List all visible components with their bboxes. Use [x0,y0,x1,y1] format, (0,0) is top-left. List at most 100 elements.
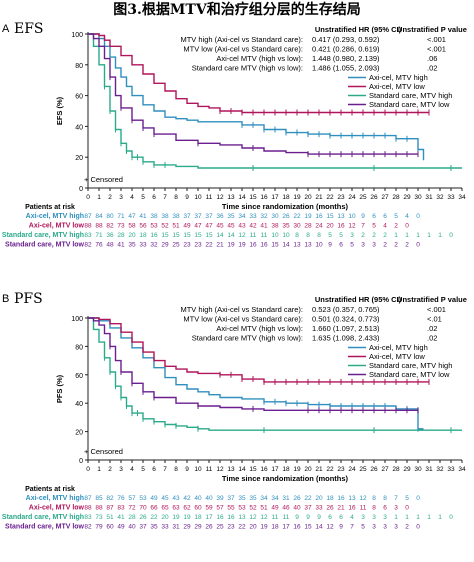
x-tick-label: 20 [304,466,312,473]
x-tick-label: 34 [458,194,466,201]
x-tick-label: 27 [381,466,389,473]
at-risk-count: 22 [205,242,213,249]
at-risk-count: 62 [183,505,191,512]
at-risk-count: 26 [293,495,301,502]
at-risk-count: 82 [106,495,114,502]
x-tick-label: 23 [337,194,345,201]
at-risk-count: 11 [360,505,367,512]
legend-label: Standard care, MTV high [369,361,452,370]
at-risk-count: 0 [416,242,420,249]
x-tick-label: 34 [458,466,466,473]
at-risk-count: 83 [84,514,92,521]
panel-label: A [2,23,10,35]
x-tick-label: 9 [185,194,189,201]
x-tick-label: 28 [392,194,400,201]
p-header: Unstratified P value [397,25,467,34]
at-risk-count: 47 [128,213,136,220]
at-risk-count: 48 [106,242,114,249]
at-risk-count: 5 [405,495,409,502]
at-risk-count: 5 [361,524,365,531]
legend-label: Standard care, MTV low [369,370,450,379]
at-risk-count: 71 [95,232,103,239]
at-risk-count: 18 [139,232,147,239]
at-risk-label: Axi-cel, MTV low [29,505,85,512]
x-tick-label: 15 [249,194,257,201]
at-risk-count: 53 [150,223,158,230]
x-axis-label: Time since randomization (months) [222,202,349,211]
at-risk-count: 82 [84,524,92,531]
at-risk-count: 5 [350,242,354,249]
at-risk-count: 8 [306,232,310,239]
at-risk-count: 20 [128,232,136,239]
at-risk-count: 85 [95,495,103,502]
at-risk-count: 82 [106,223,114,230]
x-tick-label: 5 [141,194,145,201]
at-risk-count: 35 [238,495,246,502]
x-tick-label: 22 [326,466,334,473]
at-risk-count: 16 [150,232,158,239]
x-tick-label: 13 [227,194,235,201]
at-risk-count: 45 [216,223,224,230]
x-axis-label: Time since randomization (months) [222,474,349,483]
at-risk-count: 45 [227,223,235,230]
x-tick-label: 33 [447,194,455,201]
at-risk-count: 26 [326,505,334,512]
x-tick-label: 17 [271,466,279,473]
at-risk-count: 72 [128,505,136,512]
at-risk-count: 22 [238,524,246,531]
at-risk-count: 12 [249,514,257,521]
x-tick-label: 21 [315,466,323,473]
x-tick-label: 2 [108,194,112,201]
at-risk-count: 7 [350,524,354,531]
x-tick-label: 24 [348,194,356,201]
x-tick-label: 32 [436,466,444,473]
hr-value: 0.421 (0.286, 0.619) [312,45,380,54]
p-value: <.001 [427,35,446,44]
at-risk-count: 16 [337,223,345,230]
x-tick-label: 12 [216,466,224,473]
at-risk-count: 7 [394,495,398,502]
at-risk-count: 16 [249,242,257,249]
at-risk-count: 33 [161,524,169,531]
at-risk-count: 47 [194,223,202,230]
x-tick-label: 11 [206,194,213,201]
hr-row-label: MTV low (Axi-cel vs Standard care): [183,45,303,54]
at-risk-count: 26 [282,213,290,220]
at-risk-count: 0 [416,495,420,502]
hr-row-label: MTV low (Axi-cel vs Standard care): [183,315,303,324]
at-risk-count: 1 [405,514,409,521]
x-tick-label: 8 [174,194,178,201]
hr-row-label: Standard care MTV (high vs low): [192,334,303,343]
at-risk-count: 40 [293,505,301,512]
at-risk-count: 15 [183,232,191,239]
y-axis-label: EFS (%) [55,96,64,125]
at-risk-count: 22 [150,514,158,521]
at-risk-count: 65 [161,505,169,512]
at-risk-count: 9 [328,242,332,249]
at-risk-count: 1 [427,514,431,521]
at-risk-count: 8 [372,505,376,512]
at-risk-count: 19 [183,514,191,521]
x-tick-label: 10 [194,194,202,201]
at-risk-count: 21 [337,505,345,512]
at-risk-count: 18 [271,524,279,531]
at-risk-count: 15 [304,524,312,531]
at-risk-count: 40 [128,524,136,531]
p-value: <.01 [427,315,442,324]
at-risk-count: 16 [348,505,356,512]
x-tick-label: 0 [86,194,90,201]
hr-value: 1.448 (0.980, 2.139) [312,54,380,63]
at-risk-count: 9 [306,514,310,521]
hr-header: Unstratified HR (95% CI) [315,25,402,34]
x-tick-label: 31 [425,466,433,473]
x-tick-label: 14 [238,194,246,201]
hr-value: 0.417 (0.293, 0.592) [312,35,380,44]
x-tick-label: 0 [86,466,90,473]
at-risk-count: 15 [326,213,334,220]
at-risk-count: 16 [227,514,235,521]
x-tick-label: 22 [326,194,334,201]
at-risk-count: 35 [249,495,257,502]
at-risk-count: 12 [348,223,356,230]
at-risk-count: 70 [139,505,147,512]
